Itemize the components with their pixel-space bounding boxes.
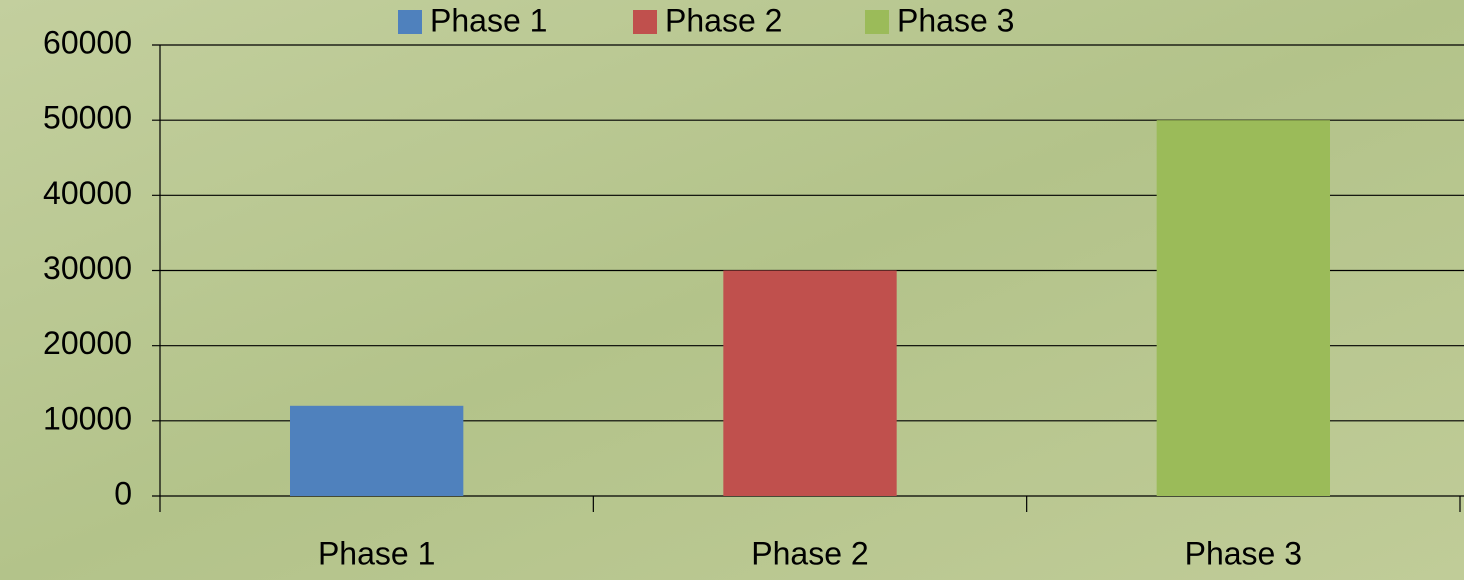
y-tick-label: 50000 <box>43 100 132 136</box>
y-tick-label: 20000 <box>43 325 132 361</box>
legend-swatch <box>398 10 422 34</box>
bar <box>723 270 897 496</box>
bar <box>1156 120 1330 497</box>
x-tick-label: Phase 2 <box>751 535 868 571</box>
y-tick-label: 40000 <box>43 175 132 211</box>
x-tick-label: Phase 3 <box>1185 535 1302 571</box>
x-tick-label: Phase 1 <box>318 535 435 571</box>
legend-label: Phase 3 <box>897 2 1014 38</box>
y-tick-label: 30000 <box>43 250 132 286</box>
y-tick-label: 10000 <box>43 400 132 436</box>
legend-swatch <box>865 10 889 34</box>
bar <box>290 405 464 496</box>
y-tick-label: 60000 <box>43 24 132 60</box>
y-tick-label: 0 <box>114 475 132 511</box>
legend-label: Phase 1 <box>430 2 547 38</box>
legend-swatch <box>633 10 657 34</box>
legend-label: Phase 2 <box>665 2 782 38</box>
